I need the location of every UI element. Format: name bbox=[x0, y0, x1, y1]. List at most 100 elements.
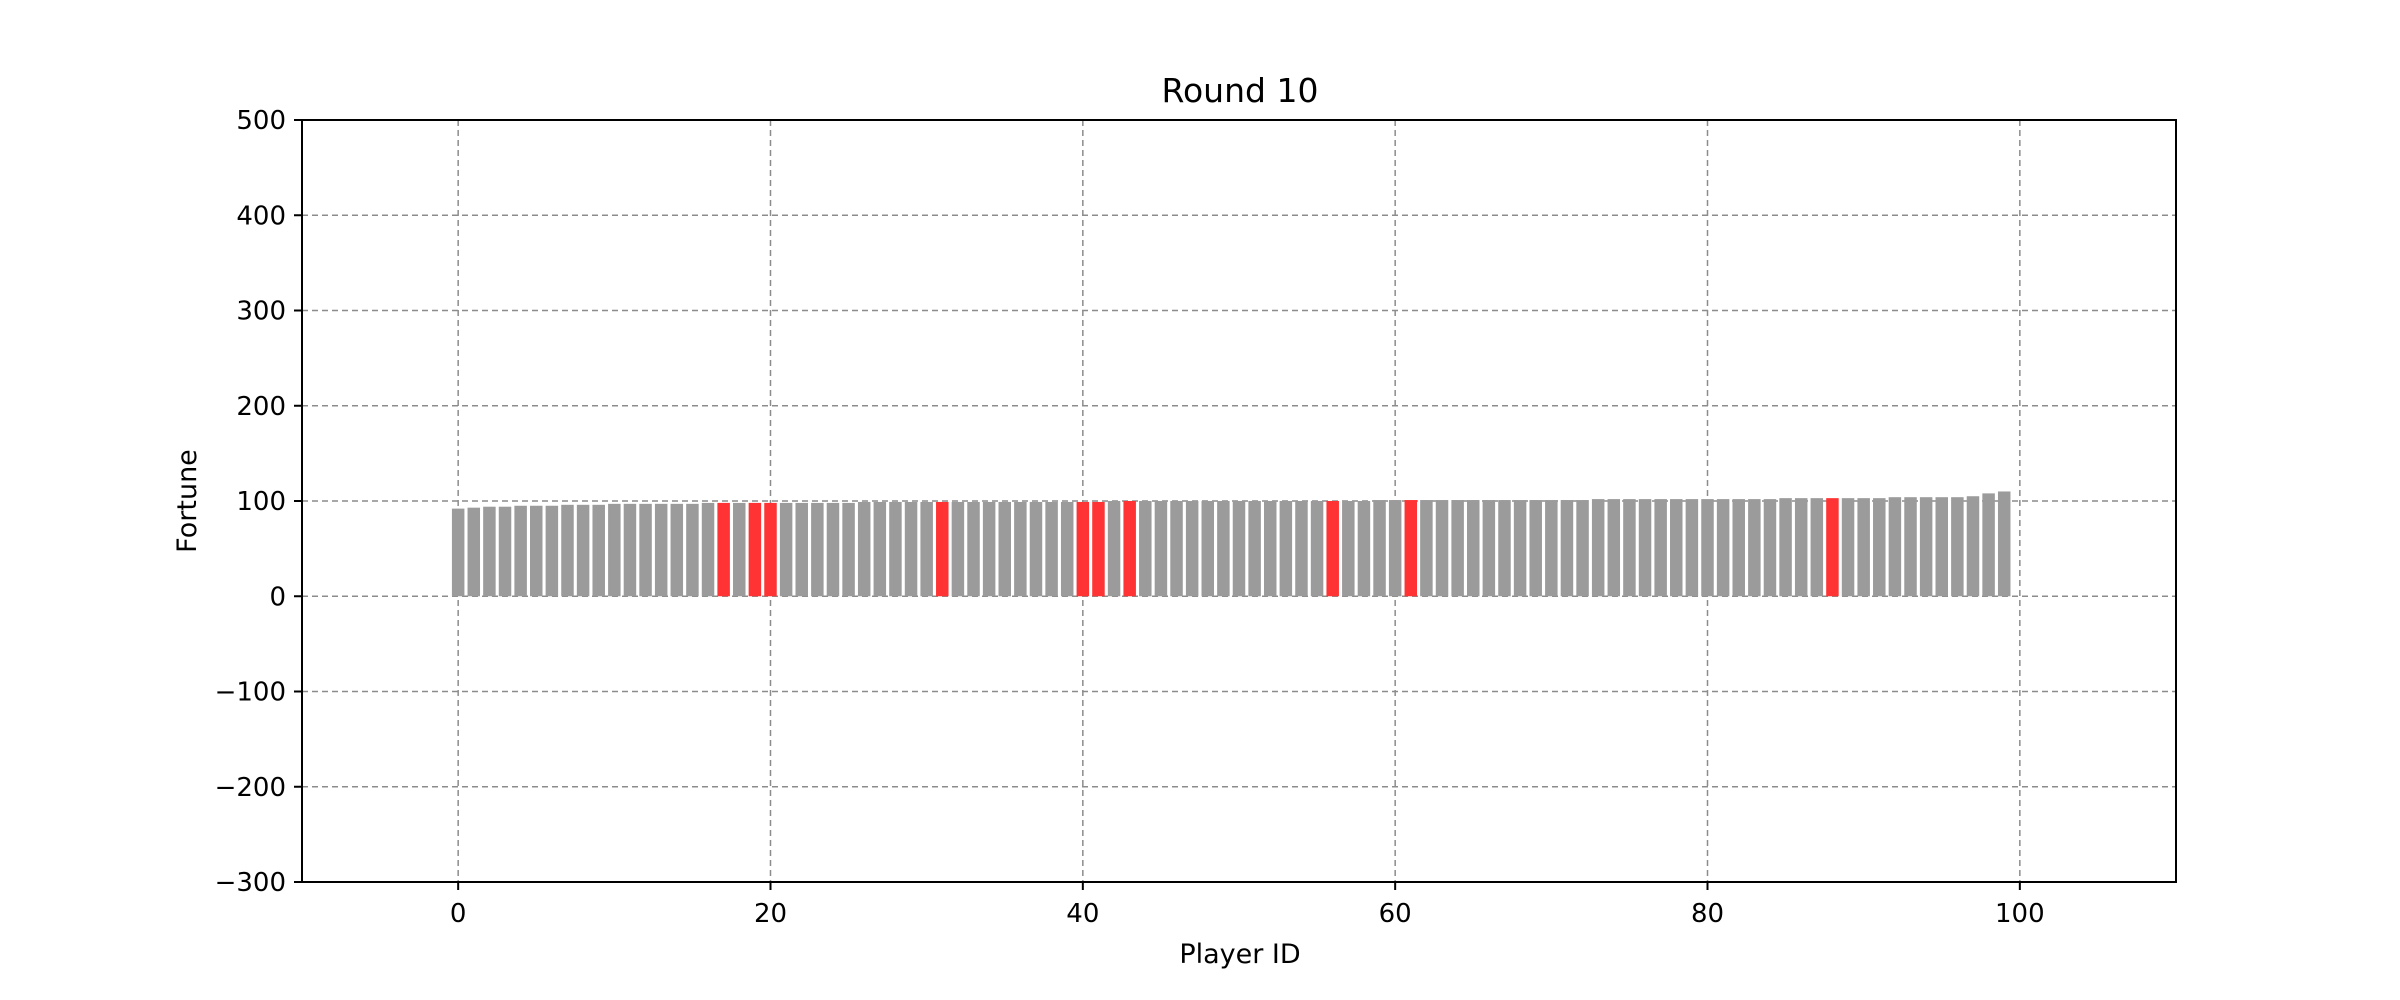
bar bbox=[1685, 499, 1699, 597]
bar bbox=[1185, 501, 1199, 597]
bar bbox=[1139, 501, 1152, 597]
bar bbox=[1232, 501, 1246, 597]
x-axis-label: Player ID bbox=[1179, 939, 1300, 970]
bar bbox=[1279, 501, 1293, 597]
bar bbox=[545, 505, 559, 597]
bar bbox=[1935, 497, 1948, 597]
bar bbox=[701, 502, 715, 597]
bar bbox=[811, 502, 824, 597]
bar bbox=[1779, 498, 1792, 597]
bar bbox=[483, 506, 496, 597]
y-tick-label: −100 bbox=[215, 678, 286, 708]
y-tick-label: 200 bbox=[236, 392, 286, 422]
bar bbox=[1873, 498, 1886, 597]
bar bbox=[1904, 497, 1917, 597]
bar bbox=[451, 508, 465, 597]
bar bbox=[498, 506, 512, 597]
bar bbox=[1029, 501, 1043, 597]
bar bbox=[1966, 496, 1980, 597]
bar bbox=[623, 503, 637, 597]
y-tick-label: −300 bbox=[215, 868, 286, 898]
x-tick-label: 60 bbox=[1379, 899, 1412, 929]
bar bbox=[1982, 493, 1995, 597]
bar bbox=[779, 502, 793, 597]
bar bbox=[1701, 499, 1714, 597]
bar bbox=[1295, 501, 1308, 597]
bar bbox=[842, 502, 855, 597]
x-tick-label: 40 bbox=[1066, 899, 1099, 929]
bar bbox=[1716, 499, 1730, 597]
bar bbox=[1560, 500, 1574, 597]
bar bbox=[1014, 501, 1027, 597]
bar-highlighted bbox=[717, 502, 730, 597]
bar-highlighted bbox=[1404, 500, 1418, 597]
bar-highlighted bbox=[1092, 501, 1105, 597]
bar bbox=[654, 503, 668, 597]
bar bbox=[795, 502, 808, 597]
bar bbox=[826, 502, 840, 597]
bar bbox=[1201, 501, 1215, 597]
bar bbox=[920, 501, 933, 597]
bar bbox=[608, 503, 621, 597]
y-tick-label: 0 bbox=[269, 582, 286, 612]
bar bbox=[904, 501, 918, 597]
bar bbox=[733, 502, 746, 597]
bar bbox=[1607, 499, 1621, 597]
axis-ticks: 0 20 40 60 80 100 −300 −200 −100 0 100 200 300 400 500 bbox=[215, 106, 2045, 929]
x-tick-label: 0 bbox=[450, 899, 467, 929]
bar-highlighted bbox=[1123, 501, 1136, 597]
y-tick-label: 500 bbox=[236, 106, 286, 136]
bar bbox=[1919, 497, 1933, 597]
bar bbox=[1388, 500, 1402, 597]
bar bbox=[1342, 501, 1355, 597]
bar bbox=[1591, 499, 1605, 597]
bar bbox=[514, 505, 527, 597]
bar bbox=[1810, 498, 1824, 597]
bar bbox=[1951, 497, 1964, 597]
bar bbox=[1357, 501, 1371, 597]
bar bbox=[873, 501, 887, 597]
bar bbox=[982, 501, 996, 597]
bar bbox=[592, 504, 605, 597]
bar bbox=[1529, 500, 1542, 597]
bar bbox=[467, 507, 481, 597]
bar bbox=[1513, 500, 1527, 597]
bar bbox=[1435, 500, 1449, 597]
bar bbox=[576, 504, 590, 597]
bar bbox=[998, 501, 1011, 597]
bar bbox=[639, 503, 652, 597]
bar-highlighted bbox=[748, 502, 762, 597]
bar bbox=[1997, 491, 2011, 597]
bar bbox=[1060, 501, 1074, 597]
x-tick-label: 20 bbox=[754, 899, 787, 929]
bar bbox=[1467, 500, 1480, 597]
bar-highlighted bbox=[936, 501, 949, 597]
bar bbox=[686, 503, 699, 597]
bar bbox=[1310, 501, 1324, 597]
bar bbox=[1217, 501, 1230, 597]
bar bbox=[1373, 500, 1386, 597]
bar bbox=[1623, 499, 1636, 597]
bar bbox=[1576, 500, 1589, 597]
bar bbox=[1451, 500, 1464, 597]
bar bbox=[1045, 501, 1058, 597]
bar-highlighted bbox=[1826, 498, 1839, 597]
bar bbox=[1107, 501, 1121, 597]
bar bbox=[1857, 498, 1870, 597]
bar bbox=[1794, 498, 1808, 597]
bar bbox=[1170, 501, 1183, 597]
bar bbox=[1263, 501, 1277, 597]
bars bbox=[451, 491, 2011, 597]
x-tick-label: 80 bbox=[1691, 899, 1724, 929]
bar-highlighted bbox=[1076, 501, 1090, 597]
bar bbox=[530, 505, 543, 597]
bar bbox=[1638, 499, 1652, 597]
bar bbox=[1154, 501, 1168, 597]
bar bbox=[1763, 499, 1777, 597]
bar bbox=[1545, 500, 1558, 597]
bar bbox=[1420, 500, 1433, 597]
bar bbox=[857, 501, 871, 597]
bar bbox=[951, 501, 965, 597]
y-tick-label: −200 bbox=[215, 773, 286, 803]
